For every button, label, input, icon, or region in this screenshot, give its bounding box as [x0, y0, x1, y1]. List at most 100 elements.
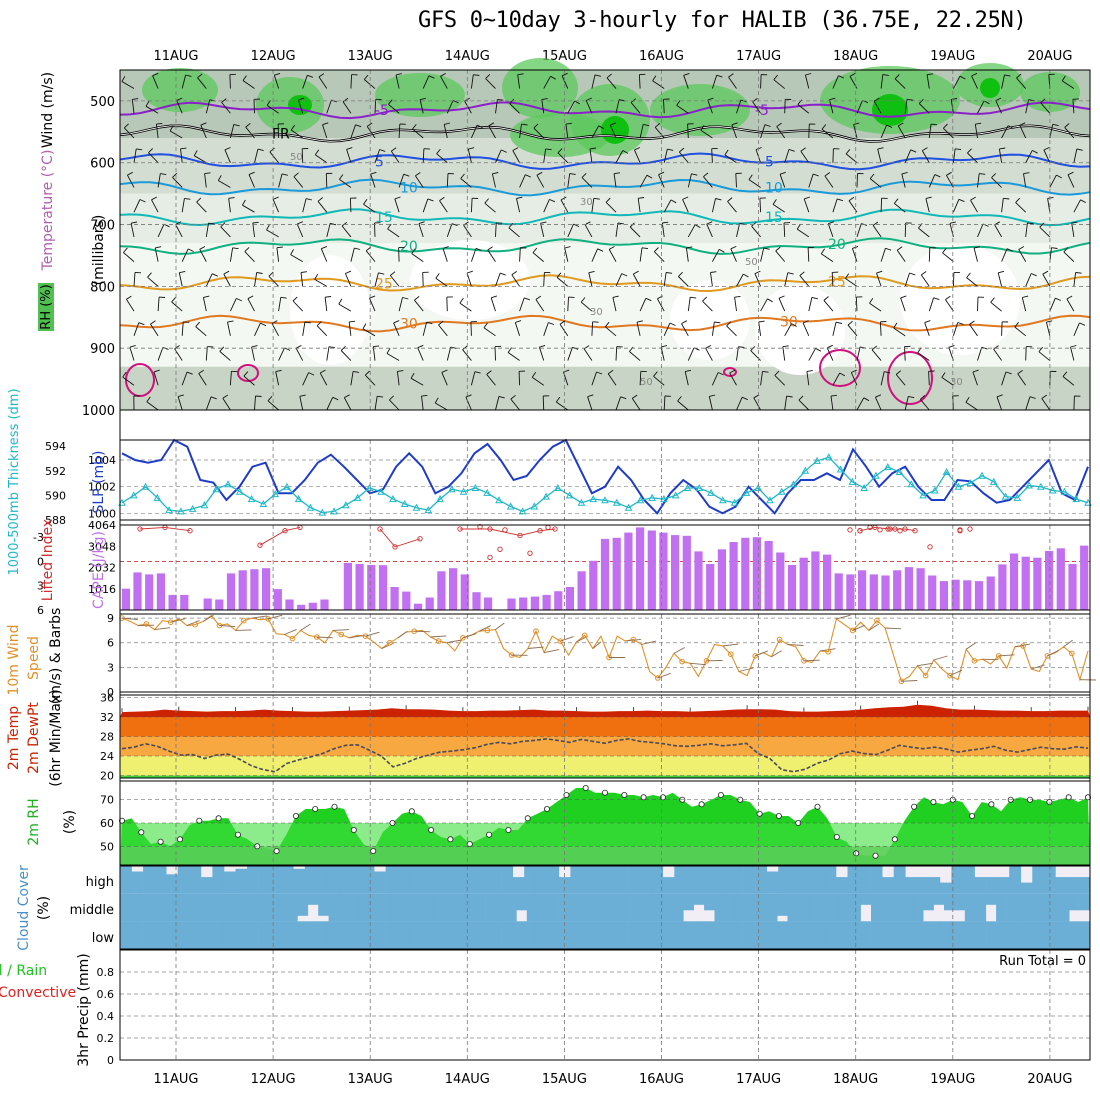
wind-barb [174, 345, 180, 350]
wind-barb [682, 199, 689, 213]
thickness-point [459, 487, 468, 495]
wind-barb [181, 371, 188, 386]
temp-band [120, 756, 1090, 776]
cloud-bar-middle [672, 893, 684, 922]
wind-barb [1072, 99, 1075, 114]
thickness-point [306, 503, 315, 511]
wind-barb [895, 374, 906, 386]
rh2m-point [447, 836, 454, 843]
wind-barb [157, 347, 164, 361]
cloud-bar-high [397, 866, 409, 894]
wind-barb [639, 298, 647, 312]
wind-barb [436, 153, 448, 164]
rh2m-point [157, 838, 164, 845]
wind-barb [260, 322, 267, 327]
wind-barb [729, 372, 737, 386]
wind-barb [928, 371, 930, 386]
cloud-bar-middle [891, 893, 903, 922]
wind-barb [774, 370, 780, 376]
wind-barb [267, 400, 279, 411]
temp-contour-label: 20 [828, 237, 846, 253]
wind-barb [678, 276, 689, 287]
temp-band [120, 775, 1090, 778]
wind-barb [851, 369, 857, 373]
wind10-point [776, 636, 783, 643]
cloud-bar-low [258, 921, 271, 949]
wind-barb [440, 73, 447, 77]
wind-barb [1061, 75, 1066, 82]
wind-barb [1023, 173, 1027, 188]
slp-tick-label: 1000 [88, 507, 116, 520]
wind-barb [346, 147, 353, 150]
wind-barb [970, 199, 978, 213]
rh-contour-label: 50 [745, 257, 758, 268]
temp-contour [119, 178, 1091, 197]
cape-bar [600, 538, 610, 610]
wind-barb [779, 174, 786, 188]
wind-barb [322, 124, 328, 139]
wind-barb [613, 173, 617, 188]
wind-barb [802, 322, 810, 337]
wind-barb [588, 270, 595, 274]
cloud-bar-middle [266, 893, 277, 922]
axis-label-wind-barbs: (m/s) & Barbs [48, 608, 64, 705]
cloud-bar-high [789, 866, 802, 894]
wind-barb [604, 321, 610, 328]
wind-barb [395, 74, 400, 89]
wind-barb [350, 247, 355, 262]
wind-barb [800, 151, 810, 163]
wind10-barb [300, 623, 311, 631]
axis-label-total-rain: Total / Rain [0, 963, 47, 979]
wind-barb [606, 77, 617, 89]
cloud-bar-low [616, 921, 629, 949]
thickness-point [235, 487, 244, 495]
cape-bar [986, 576, 995, 610]
wind-barb [685, 247, 689, 262]
rh2m-point [563, 792, 570, 799]
wind-barb [1023, 172, 1030, 175]
cloud-bar-high [893, 866, 906, 894]
wind-barb [591, 248, 599, 262]
wind-barb [543, 76, 551, 89]
wind-barb [977, 223, 984, 238]
wind-barb [637, 198, 641, 213]
wind-barb [193, 155, 207, 164]
cloud-bar-low [1032, 921, 1045, 949]
wind-barb [783, 222, 786, 237]
wind-barb [139, 199, 146, 203]
wind-barb [524, 297, 530, 301]
cloud-bar-high [778, 866, 791, 894]
rh2m-point [312, 806, 319, 813]
thickness-point [518, 507, 527, 515]
thickness-line [121, 456, 1089, 514]
wind-tick-label: 6 [107, 637, 114, 650]
cape-bar [869, 574, 878, 610]
cloud-bar-low [974, 921, 987, 949]
wind-barb [127, 174, 135, 188]
wind-barb [615, 99, 620, 114]
wind-barb [304, 321, 311, 324]
cape-bar [425, 597, 434, 610]
li-point [857, 528, 863, 534]
wind-barb [869, 298, 874, 304]
wind-barb [711, 75, 718, 89]
wind-barb [422, 148, 425, 163]
wind-barb [374, 99, 377, 114]
wind-barb [661, 222, 665, 237]
wind-barb [519, 247, 521, 262]
wind-barb [468, 147, 475, 150]
wind-barb [497, 98, 504, 101]
cloud-bar-low [362, 921, 375, 949]
cloud-bar-middle [485, 893, 496, 922]
temp-contour [119, 125, 1091, 142]
wind-barb [877, 148, 882, 163]
wind-barb [735, 173, 737, 188]
cloud-bar-low [154, 921, 167, 949]
rh2m-point [119, 817, 126, 824]
wind-barb [924, 322, 930, 336]
thickness-point [377, 487, 386, 495]
wind-barb [764, 124, 771, 127]
wind-barb [731, 124, 737, 139]
wind-barb [325, 296, 332, 298]
thickness-point [141, 482, 150, 490]
